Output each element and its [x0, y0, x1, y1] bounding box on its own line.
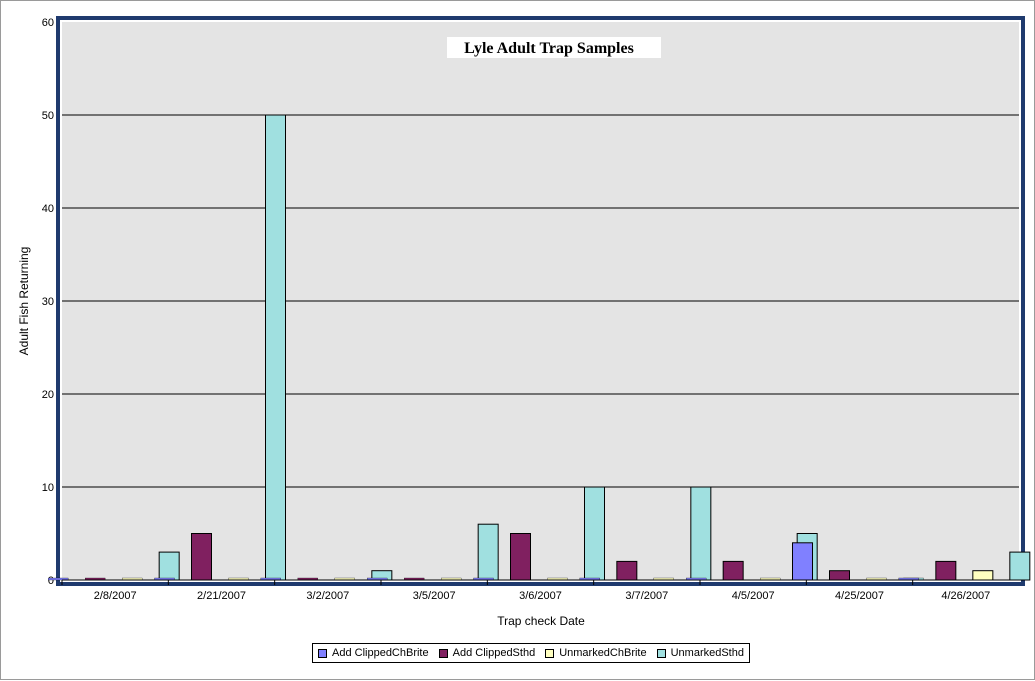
bar	[191, 533, 212, 581]
bar	[972, 570, 994, 581]
bar	[584, 486, 605, 581]
legend-item: Add ClippedSthd	[438, 647, 536, 659]
legend-swatch	[656, 648, 666, 658]
y-tick-label: 40	[42, 203, 54, 215]
y-tick-label: 10	[42, 482, 54, 494]
x-tick-label: 4/5/2007	[732, 590, 775, 602]
legend-label: Add ClippedChBrite	[332, 647, 429, 659]
bar	[792, 542, 813, 581]
x-axis-title: Trap check Date	[497, 614, 585, 628]
x-tick-label: 2/8/2007	[94, 590, 137, 602]
y-tick-label: 0	[48, 575, 54, 587]
y-tick-label: 30	[42, 296, 54, 308]
bar	[829, 570, 850, 581]
legend-item: UnmarkedChBrite	[545, 647, 647, 659]
chart-title: Lyle Adult Trap Samples	[464, 40, 634, 57]
legend-label: UnmarkedChBrite	[559, 647, 647, 659]
y-axis-title: Adult Fish Returning	[17, 247, 31, 356]
bar	[265, 114, 286, 581]
bar	[510, 533, 531, 581]
bars	[48, 114, 1031, 581]
x-tick-label: 3/7/2007	[625, 590, 668, 602]
bar	[48, 577, 69, 581]
legend-item: UnmarkedSthd	[656, 647, 744, 659]
x-tick-label: 4/25/2007	[835, 590, 884, 602]
legend-swatch	[545, 648, 555, 658]
gridlines	[62, 114, 1019, 488]
x-tick-label: 3/2/2007	[306, 590, 349, 602]
bar	[477, 523, 499, 581]
x-tick-label: 3/6/2007	[519, 590, 562, 602]
legend-swatch	[438, 648, 448, 658]
bar	[158, 551, 180, 581]
legend: Add ClippedChBrite Add ClippedSthd Unmarke…	[312, 643, 750, 663]
bar	[935, 560, 957, 581]
x-tick-label: 2/21/2007	[197, 590, 246, 602]
y-axis-ticks: 0 10 20 30 40 50 60	[42, 17, 54, 587]
bar	[690, 486, 712, 581]
y-tick-label: 60	[42, 17, 54, 29]
x-tick-label: 3/5/2007	[413, 590, 456, 602]
legend-label: UnmarkedSthd	[670, 647, 744, 659]
bar	[1009, 551, 1031, 581]
x-axis-ticks: 2/8/2007 2/21/2007 3/2/2007 3/5/2007 3/6/200…	[61, 579, 1019, 602]
chart-title-box	[447, 37, 661, 58]
bar	[616, 560, 638, 581]
bar	[722, 560, 744, 581]
x-tick-label: 4/26/2007	[941, 590, 990, 602]
legend-item: Add ClippedChBrite	[318, 647, 429, 659]
y-tick-label: 50	[42, 110, 54, 122]
legend-swatch	[318, 648, 327, 658]
y-tick-label: 20	[42, 389, 54, 401]
legend-label: Add ClippedSthd	[452, 647, 536, 659]
